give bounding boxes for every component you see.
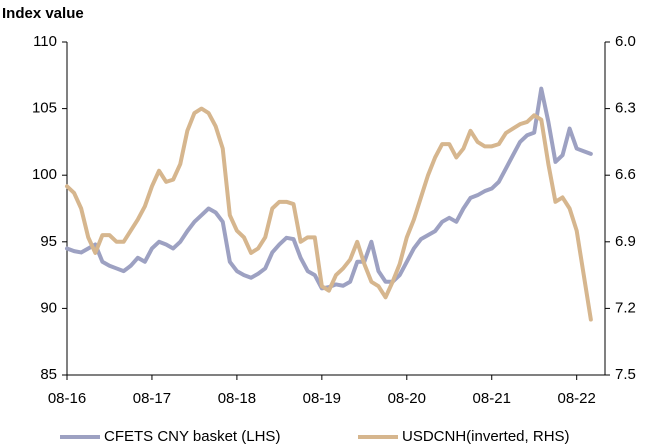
- y2-tick-label: 6.9: [615, 233, 636, 250]
- y2-tick-label: 6.6: [615, 166, 636, 183]
- y-axis-label: Index value: [2, 5, 84, 22]
- x-tick-label: 08-21: [473, 390, 511, 407]
- x-tick-label: 08-20: [388, 390, 426, 407]
- y2-tick-label: 7.5: [615, 366, 636, 383]
- y2-tick-label: 7.2: [615, 299, 636, 316]
- y-tick-label: 85: [40, 366, 57, 383]
- legend-label: USDCNH(inverted, RHS): [402, 428, 570, 445]
- y-tick-label: 105: [32, 100, 57, 117]
- legend-label: CFETS CNY basket (LHS): [104, 428, 280, 445]
- y-tick-label: 95: [40, 233, 57, 250]
- series-line: [65, 86, 593, 291]
- x-tick-label: 08-19: [303, 390, 341, 407]
- y2-tick-label: 6.0: [615, 33, 636, 50]
- series-line: [65, 106, 593, 322]
- y-tick-label: 90: [40, 299, 57, 316]
- x-tick-label: 08-16: [48, 390, 86, 407]
- y-tick-label: 100: [32, 166, 57, 183]
- y2-tick-label: 6.3: [615, 100, 636, 117]
- x-tick-label: 08-17: [133, 390, 171, 407]
- y-tick-label: 110: [33, 33, 57, 50]
- x-tick-label: 08-22: [557, 390, 595, 407]
- x-tick-label: 08-18: [218, 390, 256, 407]
